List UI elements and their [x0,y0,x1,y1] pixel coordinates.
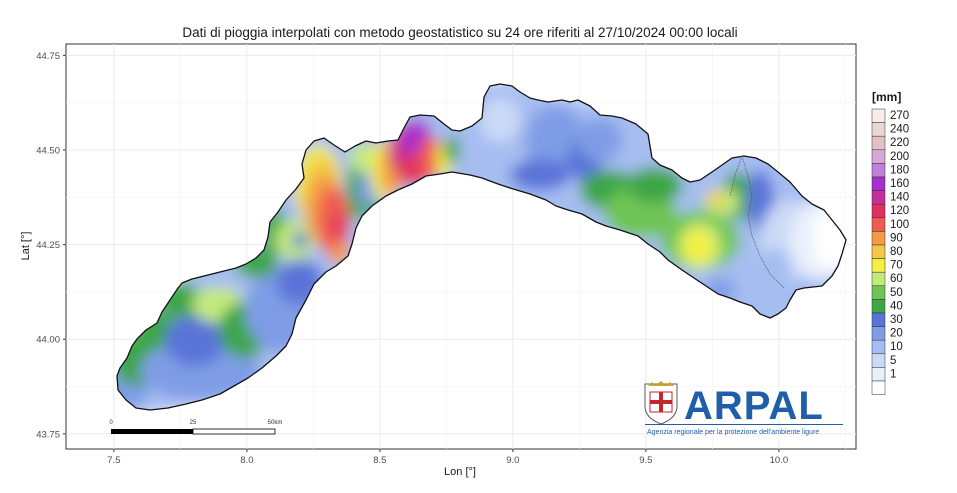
legend-swatch [871,122,886,137]
legend-swatch [871,217,886,232]
map-title: Dati di pioggia interpolati con metodo g… [182,25,737,40]
legend-swatch [871,176,886,191]
y-tick-label: 44.75 [36,51,60,62]
legend-swatch [871,190,886,205]
x-tick-label: 9.5 [639,455,652,466]
legend-swatch [871,258,886,273]
legend-title: [mm] [872,90,901,104]
legend-label: 220 [890,137,909,149]
x-axis-label: Lon [°] [444,466,476,478]
legend-swatch [871,299,886,314]
province-borders [729,155,785,289]
legend-label: 20 [890,328,903,340]
y-tick-label: 44.25 [36,240,60,251]
legend-label: 60 [890,273,903,285]
x-tick-label: 10.0 [770,455,789,466]
x-axis: 7.5 8.0 8.5 9.0 9.5 10.0 [107,449,788,466]
logo-name: ARPAL [684,384,824,428]
legend-label: 270 [890,110,909,122]
legend-label: 30 [890,314,903,326]
x-tick-label: 9.0 [506,455,519,466]
legend-swatch [871,367,886,382]
scale-bar-black-segment [111,429,193,434]
legend-label: 160 [890,178,909,190]
legend-label: 180 [890,164,909,176]
y-axis: 44.75 44.50 44.25 44.00 43.75 [36,51,66,440]
legend-label: 40 [890,300,903,312]
legend-swatch [871,244,886,259]
legend-label: 240 [890,124,909,136]
legend-swatch [871,108,886,123]
legend-swatch [871,380,886,395]
x-tick-label: 8.5 [373,455,386,466]
scale-label-0: 0 [109,420,113,426]
legend-swatch [871,339,886,355]
logo-subtitle: Agenzia regionale per la protezione dell… [647,429,819,436]
legend-label: 1 [890,368,896,380]
region-outline [116,83,847,411]
legend-label: 5 [890,355,896,367]
legend-label: 120 [890,205,909,217]
legend-swatch [871,135,886,151]
legend-label: 50 [890,287,903,299]
scale-label-50: 50km [268,420,283,426]
scale-bar-white-segment [192,428,276,435]
legend-swatch [871,271,886,287]
legend-swatch [871,163,886,178]
y-tick-label: 43.75 [36,429,60,440]
legend-swatch [871,326,886,341]
legend: [mm] 27024022020018016014012010090807060… [871,90,909,395]
arpal-logo: ARPAL Agenzia regionale per la protezion… [644,381,843,436]
legend-swatch [871,149,886,164]
legend-swatch [871,231,886,246]
scale-bar: 0 25 50km [109,420,283,435]
legend-label: 100 [890,219,909,231]
legend-label: 200 [890,151,909,163]
legend-label: 10 [890,341,903,353]
y-tick-label: 44.00 [36,335,60,346]
x-tick-label: 8.0 [240,455,253,466]
liguria-shield-icon [644,381,678,425]
legend-swatch [871,203,886,219]
legend-label: 90 [890,232,903,244]
y-axis-label: Lat [°] [20,232,32,261]
x-tick-label: 7.5 [107,455,120,466]
y-tick-label: 44.50 [36,145,60,156]
legend-label: 80 [890,246,903,258]
scale-label-25: 25 [190,420,197,426]
legend-label: 140 [890,192,909,204]
legend-swatch [871,285,886,300]
legend-label: 70 [890,260,903,272]
legend-swatch [871,353,886,368]
legend-swatch [871,312,886,327]
